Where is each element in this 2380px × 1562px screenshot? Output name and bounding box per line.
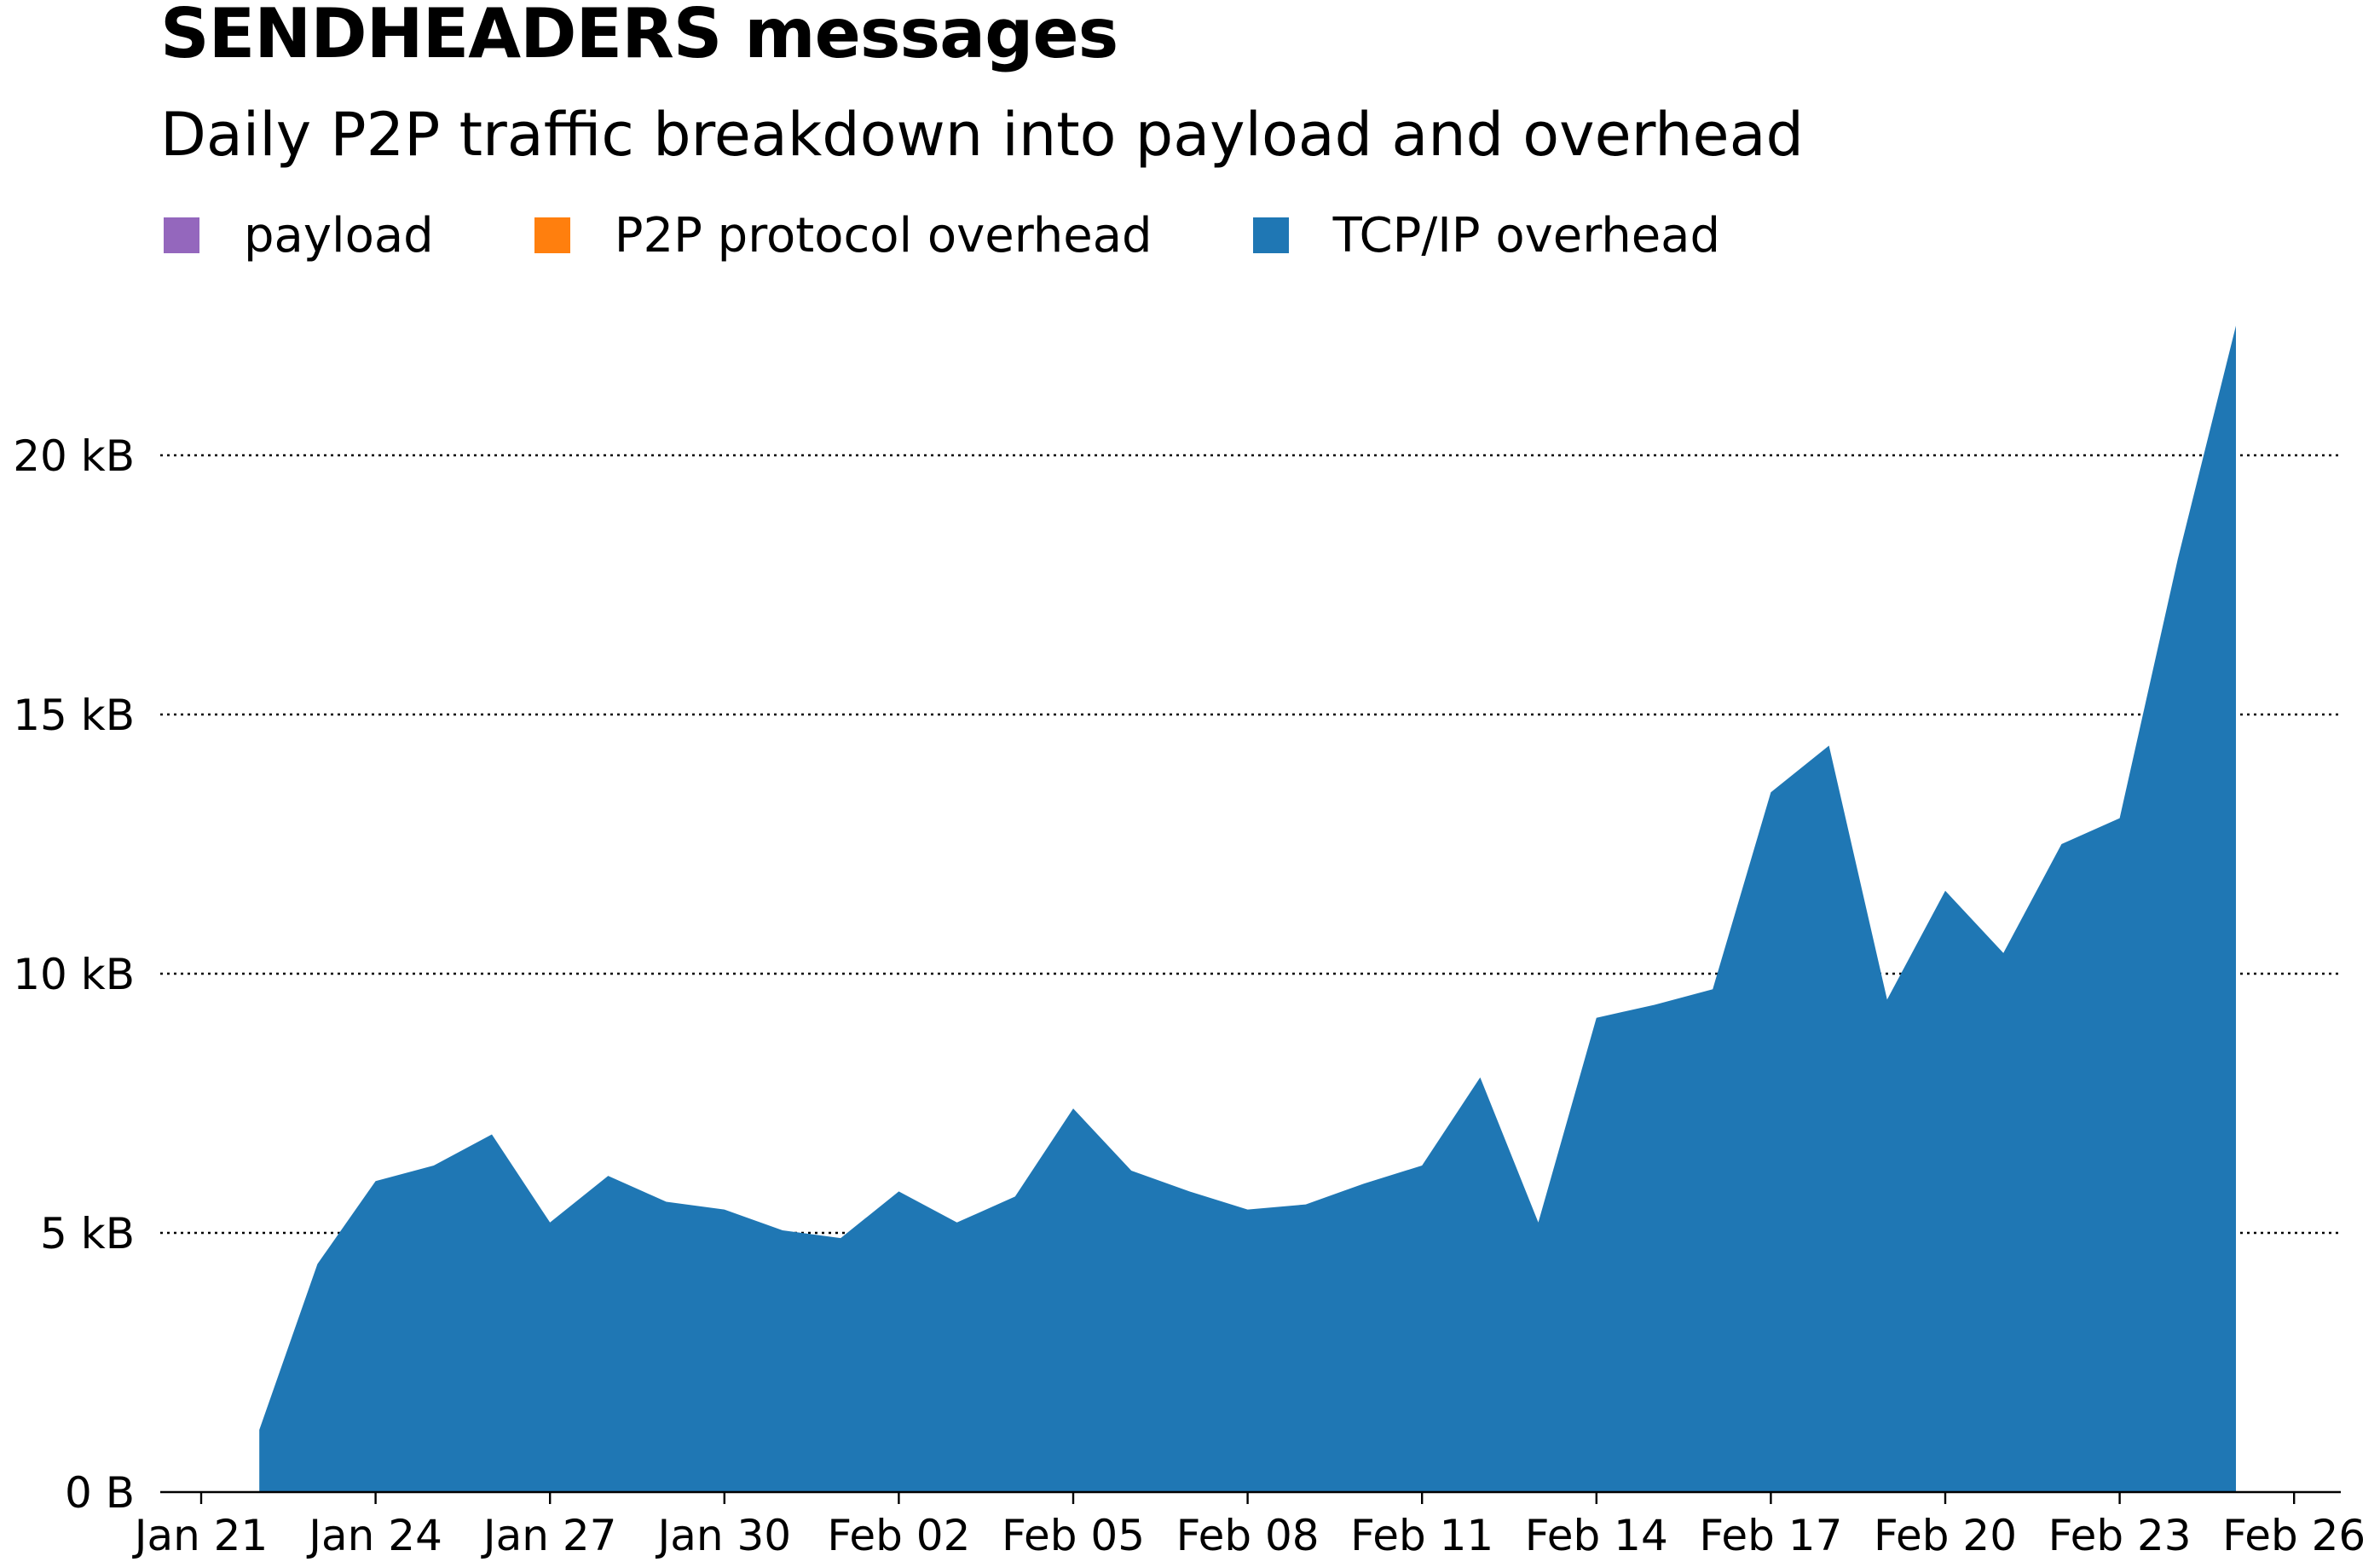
area-tcp-ip-overhead[interactable] bbox=[259, 326, 2237, 1492]
legend-label-p2p-protocol-overhead: P2P protocol overhead bbox=[614, 207, 1152, 263]
x-tick-label: Feb 05 bbox=[1002, 1511, 1145, 1560]
legend-swatch-tcp-ip-overhead bbox=[1252, 217, 1289, 253]
x-tick-label: Feb 11 bbox=[1350, 1511, 1493, 1560]
chart-title: SENDHEADERS messages bbox=[160, 0, 1118, 73]
y-tick-label: 5 kB bbox=[40, 1209, 135, 1258]
x-tick-label: Feb 02 bbox=[827, 1511, 970, 1560]
y-tick-label: 10 kB bbox=[13, 950, 135, 999]
legend-swatch-p2p-protocol-overhead bbox=[534, 217, 570, 253]
x-tick-label: Feb 14 bbox=[1525, 1511, 1668, 1560]
legend-item-p2p-protocol-overhead[interactable]: P2P protocol overhead bbox=[534, 208, 1152, 263]
legend-item-tcp-ip-overhead[interactable]: TCP/IP overhead bbox=[1252, 207, 1721, 263]
x-tick-label: Jan 30 bbox=[656, 1511, 792, 1560]
x-tick-label: Jan 27 bbox=[481, 1511, 617, 1560]
y-tick-label: 15 kB bbox=[13, 691, 135, 740]
area-series bbox=[259, 326, 2237, 1492]
x-tick-label: Feb 17 bbox=[1699, 1511, 1842, 1560]
x-tick-label: Feb 23 bbox=[2048, 1511, 2192, 1560]
legend-swatch-payload bbox=[164, 217, 199, 253]
legend-label-payload: payload bbox=[244, 207, 434, 263]
chart-subtitle: Daily P2P traffic breakdown into payload… bbox=[160, 100, 1804, 170]
x-tick-label: Jan 21 bbox=[132, 1511, 269, 1560]
x-axis-tick-labels: Jan 21 Jan 24 Jan 27 Jan 30 Feb 02 Feb 05 Feb … bbox=[132, 1511, 2366, 1560]
legend: payload P2P protocol overhead TCP/IP ove… bbox=[164, 201, 1720, 269]
x-tick-label: Feb 08 bbox=[1176, 1511, 1320, 1560]
legend-item-payload[interactable]: payload bbox=[164, 208, 434, 263]
y-tick-label: 0 B bbox=[65, 1468, 135, 1518]
x-tick-label: Jan 24 bbox=[306, 1511, 442, 1560]
legend-label-tcp-ip-overhead: TCP/IP overhead bbox=[1332, 207, 1721, 263]
x-tick-label: Feb 26 bbox=[2222, 1511, 2366, 1560]
x-tick-label: Feb 20 bbox=[1874, 1511, 2017, 1560]
x-axis bbox=[160, 1490, 2341, 1504]
y-axis-tick-labels: 0 B 5 kB 10 kB 15 kB 20 kB bbox=[13, 431, 135, 1518]
y-tick-label: 20 kB bbox=[13, 431, 135, 481]
